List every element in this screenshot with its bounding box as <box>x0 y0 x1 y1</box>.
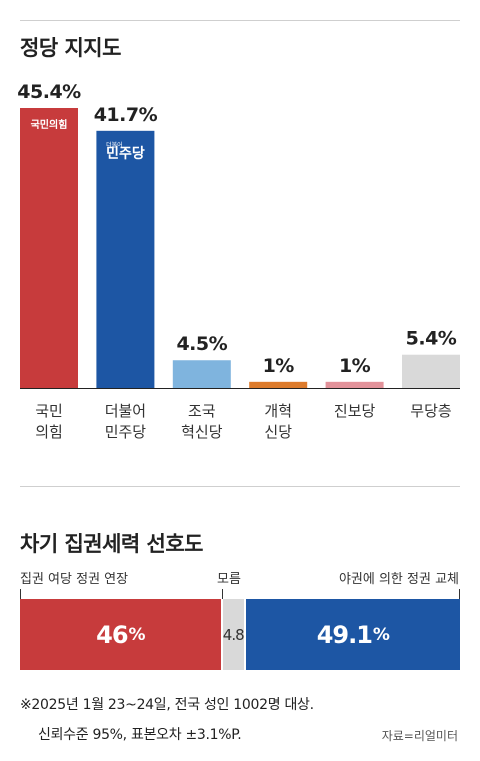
category-label-3-0: 개혁 <box>264 402 292 420</box>
tick-mark-0 <box>20 589 21 599</box>
bar-value-label-1: 41.7% <box>94 104 158 126</box>
bar-value-label-2: 4.5% <box>176 333 227 355</box>
bar-value-label-4: 1% <box>339 355 371 377</box>
bar-ruling-extension-value: 46% <box>96 620 145 649</box>
bar-opposition-change-value: 49.1% <box>316 620 390 649</box>
category-label-1-1: 민주당 <box>105 423 147 441</box>
chart2-title: 차기 집권세력 선호도 <box>20 532 204 556</box>
note-line-2: 신뢰수준 95%, 표본오차 ±3.1%P. <box>38 727 242 743</box>
label-unknown: 모름 <box>217 572 241 587</box>
bar-4 <box>325 381 384 388</box>
bar-5 <box>402 354 460 388</box>
logo-dp: 민주당 <box>106 145 145 162</box>
bar-value-label-3: 1% <box>263 355 295 377</box>
tick-mark-2 <box>459 589 460 599</box>
category-label-2-1: 혁신당 <box>181 423 223 441</box>
category-label-0-1: 의힘 <box>35 423 63 441</box>
category-label-4-0: 진보당 <box>334 402 376 420</box>
bar-3 <box>249 381 308 388</box>
label-opposition-change: 야권에 의한 정권 교체 <box>338 572 459 587</box>
source-credit: 자료=리얼미터 <box>381 729 458 743</box>
bar-unknown: 4.8 <box>222 599 245 670</box>
label-ruling-extension: 집권 여당 정권 연장 <box>20 572 129 587</box>
party-support-chart: 45.4%국민의힘41.7%더불어민주당4.5%조국혁신당1%개혁신당1%진보당… <box>17 81 460 441</box>
category-label-5-0: 무당층 <box>410 402 451 420</box>
bar-ruling-extension: 46% <box>20 599 221 670</box>
note-line-1: ※2025년 1월 23~24일, 전국 성인 1002명 대상. <box>20 697 314 713</box>
top-rule <box>20 20 460 21</box>
category-label-0-0: 국민 <box>35 402 63 420</box>
bar-value-label-0: 45.4% <box>17 81 81 103</box>
bar-2 <box>172 360 231 388</box>
bar-value-label-5: 5.4% <box>406 328 457 350</box>
tick-mark-1 <box>221 589 223 599</box>
logo-dp-small: 더불어 <box>106 141 123 149</box>
category-label-3-1: 신당 <box>264 423 292 441</box>
category-label-1-0: 더불어 <box>105 402 146 420</box>
bar-1 <box>96 130 155 388</box>
bar-unknown-value: 4.8 <box>222 625 245 644</box>
category-label-2-0: 조국 <box>188 402 216 420</box>
logo-ppp: 국민의힘 <box>31 118 68 131</box>
chart1-title: 정당 지지도 <box>20 36 121 60</box>
bar-opposition-change: 49.1% <box>245 599 460 670</box>
middle-rule <box>20 486 460 487</box>
bar-0 <box>20 108 78 388</box>
